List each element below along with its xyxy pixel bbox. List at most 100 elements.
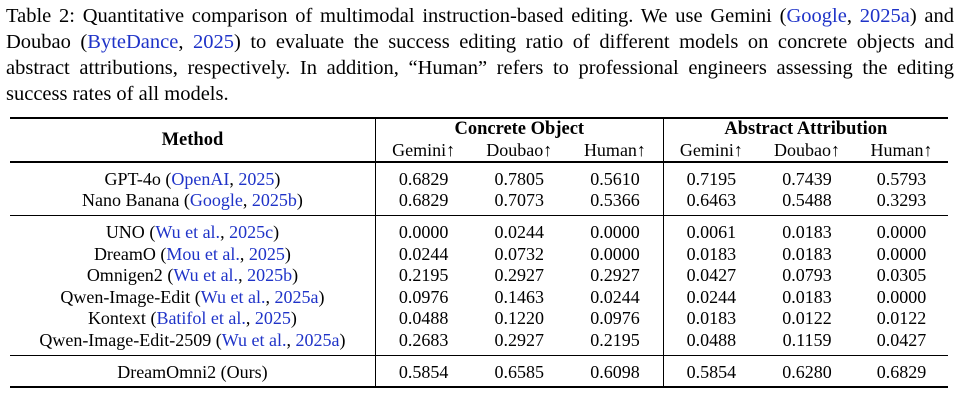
score-cell: 0.0183 [782,243,832,264]
citation-separator: , [220,221,230,242]
citation-separator: , [229,168,239,189]
score-cell: 0.1463 [494,286,545,307]
table-row: DreamOmni2 (Ours) 0.5854 0.6585 0.6098 0.585… [10,355,948,388]
score-cell: 0.0427 [876,329,927,350]
method-cell: DreamOmni2 (Ours) [10,355,376,388]
score-cell: 0.0244 [686,286,737,307]
citation-link[interactable]: 2025 [248,243,285,264]
table-row: Omnigen2 (Wu et al., 2025b) 0.2195 0.2927 0… [10,264,948,286]
citation-link[interactable]: Wu et al. [155,221,221,242]
citation-link[interactable]: Wu et al. [200,286,266,307]
score-cell: 0.0000 [876,243,927,264]
score-cell: 0.0000 [876,221,927,242]
score-cell: 0.2927 [567,264,664,286]
citation-link[interactable]: Wu et al. [173,265,239,286]
citation-link[interactable]: 2025 [254,308,291,329]
citation-separator: , [265,286,275,307]
method-cell: Omnigen2 (Wu et al., 2025b) [10,264,376,286]
method-cell: Nano Banana (Google, 2025b) [10,189,376,216]
table-row: Qwen-Image-Edit-2509 (Wu et al., 2025a) 0… [10,329,948,356]
method-name: Qwen-Image-Edit-2509 [39,329,212,350]
citation-paren: ( [155,243,167,264]
score-cell: 0.0244 [494,221,545,242]
table-row: Kontext (Batifol et al., 2025) 0.0488 0.12… [10,307,948,330]
citation-separator: , [238,265,248,286]
score-cell: 0.2195 [567,329,664,356]
score-cell: 0.5488 [782,190,832,211]
method-name: Qwen-Image-Edit [60,286,191,307]
method-name: Omnigen2 [86,265,163,286]
method-name: DreamO [93,243,156,264]
score-cell: 0.0122 [876,308,927,329]
citation-link[interactable]: Google [786,5,847,27]
citation-link[interactable]: 2025 [238,168,275,189]
score-cell: 0.6829 [398,190,449,211]
citation-link[interactable]: 2025a [274,286,319,307]
score-cell: 0.0244 [398,243,449,264]
method-cell: Qwen-Image-Edit-2509 (Wu et al., 2025a) [10,329,376,356]
method-cell: DreamO (Mou et al., 2025) [10,242,376,265]
group-header-abstract: Abstract Attribution [724,119,888,139]
sub-header: Doubao↑ [774,140,841,160]
citation-link[interactable]: Wu et al. [221,329,287,350]
sub-header: Doubao↑ [486,140,553,160]
citation-link[interactable]: Batifol et al. [156,308,246,329]
citation-link[interactable]: Mou et al. [166,243,240,264]
score-cell: 0.0183 [686,243,737,264]
method-name: Nano Banana [81,190,180,211]
citation-link[interactable]: 2025b [247,265,293,286]
score-cell: 0.0000 [567,215,664,243]
score-cell: 0.7195 [686,168,737,189]
caption-separator: , [846,5,860,27]
citation-paren: ) [318,286,325,307]
citation-link[interactable]: 2025c [229,221,274,242]
citation-paren: ( [190,286,201,307]
citation-link[interactable]: 2025a [859,5,910,27]
score-cell: 0.0000 [567,242,664,265]
citation-link[interactable]: Google [189,190,243,211]
table-caption: Table 2: Quantitative comparison of mult… [6,3,954,107]
score-cell: 0.0976 [567,307,664,330]
score-cell: 0.0976 [398,286,449,307]
score-cell: 0.0244 [567,285,664,308]
score-cell: 0.0000 [876,286,927,307]
citation-link[interactable]: OpenAI [171,168,230,189]
score-cell: 0.0305 [876,265,927,286]
method-name: GPT-4o [104,168,161,189]
score-cell: 0.6098 [567,355,664,388]
citation-paren: ) [296,190,303,211]
citation-separator: , [286,329,296,350]
score-cell: 0.5610 [567,162,664,190]
score-cell: 0.0488 [686,329,737,350]
citation-link[interactable]: 2025 [193,31,234,53]
citation-link[interactable]: 2025a [295,329,340,350]
citation-link[interactable]: 2025b [251,190,297,211]
citation-paren: ( [162,265,174,286]
citation-paren: ) [274,168,281,189]
score-cell: 0.0000 [398,221,449,242]
score-cell: 0.0732 [494,243,545,264]
method-header: Method [10,118,376,162]
citation-paren: ( [145,308,157,329]
caption-separator: , [178,31,193,53]
score-cell: 0.5854 [686,361,737,382]
caption-label: Table 2: [6,5,75,27]
citation-paren: ( [144,221,156,242]
score-cell: 0.7805 [494,168,545,189]
citation-separator: , [245,308,255,329]
caption-text: ) to evaluate the success editing ratio … [6,31,955,105]
citation-paren: ) [273,221,280,242]
score-cell: 0.7073 [494,190,545,211]
score-cell: 0.0488 [398,308,449,329]
score-cell: 0.0183 [782,286,832,307]
score-cell: 0.2927 [494,329,545,350]
citation-link[interactable]: ByteDance [87,31,179,53]
score-cell: 0.2683 [398,329,449,350]
citation-paren: ) [292,265,299,286]
table-row: Nano Banana (Google, 2025b) 0.6829 0.7073 0… [10,189,948,216]
caption-text: Quantitative comparison of multimodal in… [74,5,787,27]
citation-paren: ) [290,308,297,329]
comparison-table: Method Concrete Object Abstract Attribut… [10,117,948,388]
table-row: Qwen-Image-Edit (Wu et al., 2025a) 0.0976… [10,285,948,308]
score-cell: 0.7439 [782,168,832,189]
